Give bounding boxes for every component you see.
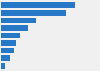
Bar	[1, 25, 28, 31]
Bar	[1, 56, 10, 61]
Bar	[1, 10, 66, 15]
Bar	[1, 40, 16, 46]
Bar	[1, 18, 36, 23]
Bar	[1, 2, 75, 8]
Bar	[1, 63, 5, 69]
Bar	[1, 48, 14, 53]
Bar	[1, 33, 20, 38]
